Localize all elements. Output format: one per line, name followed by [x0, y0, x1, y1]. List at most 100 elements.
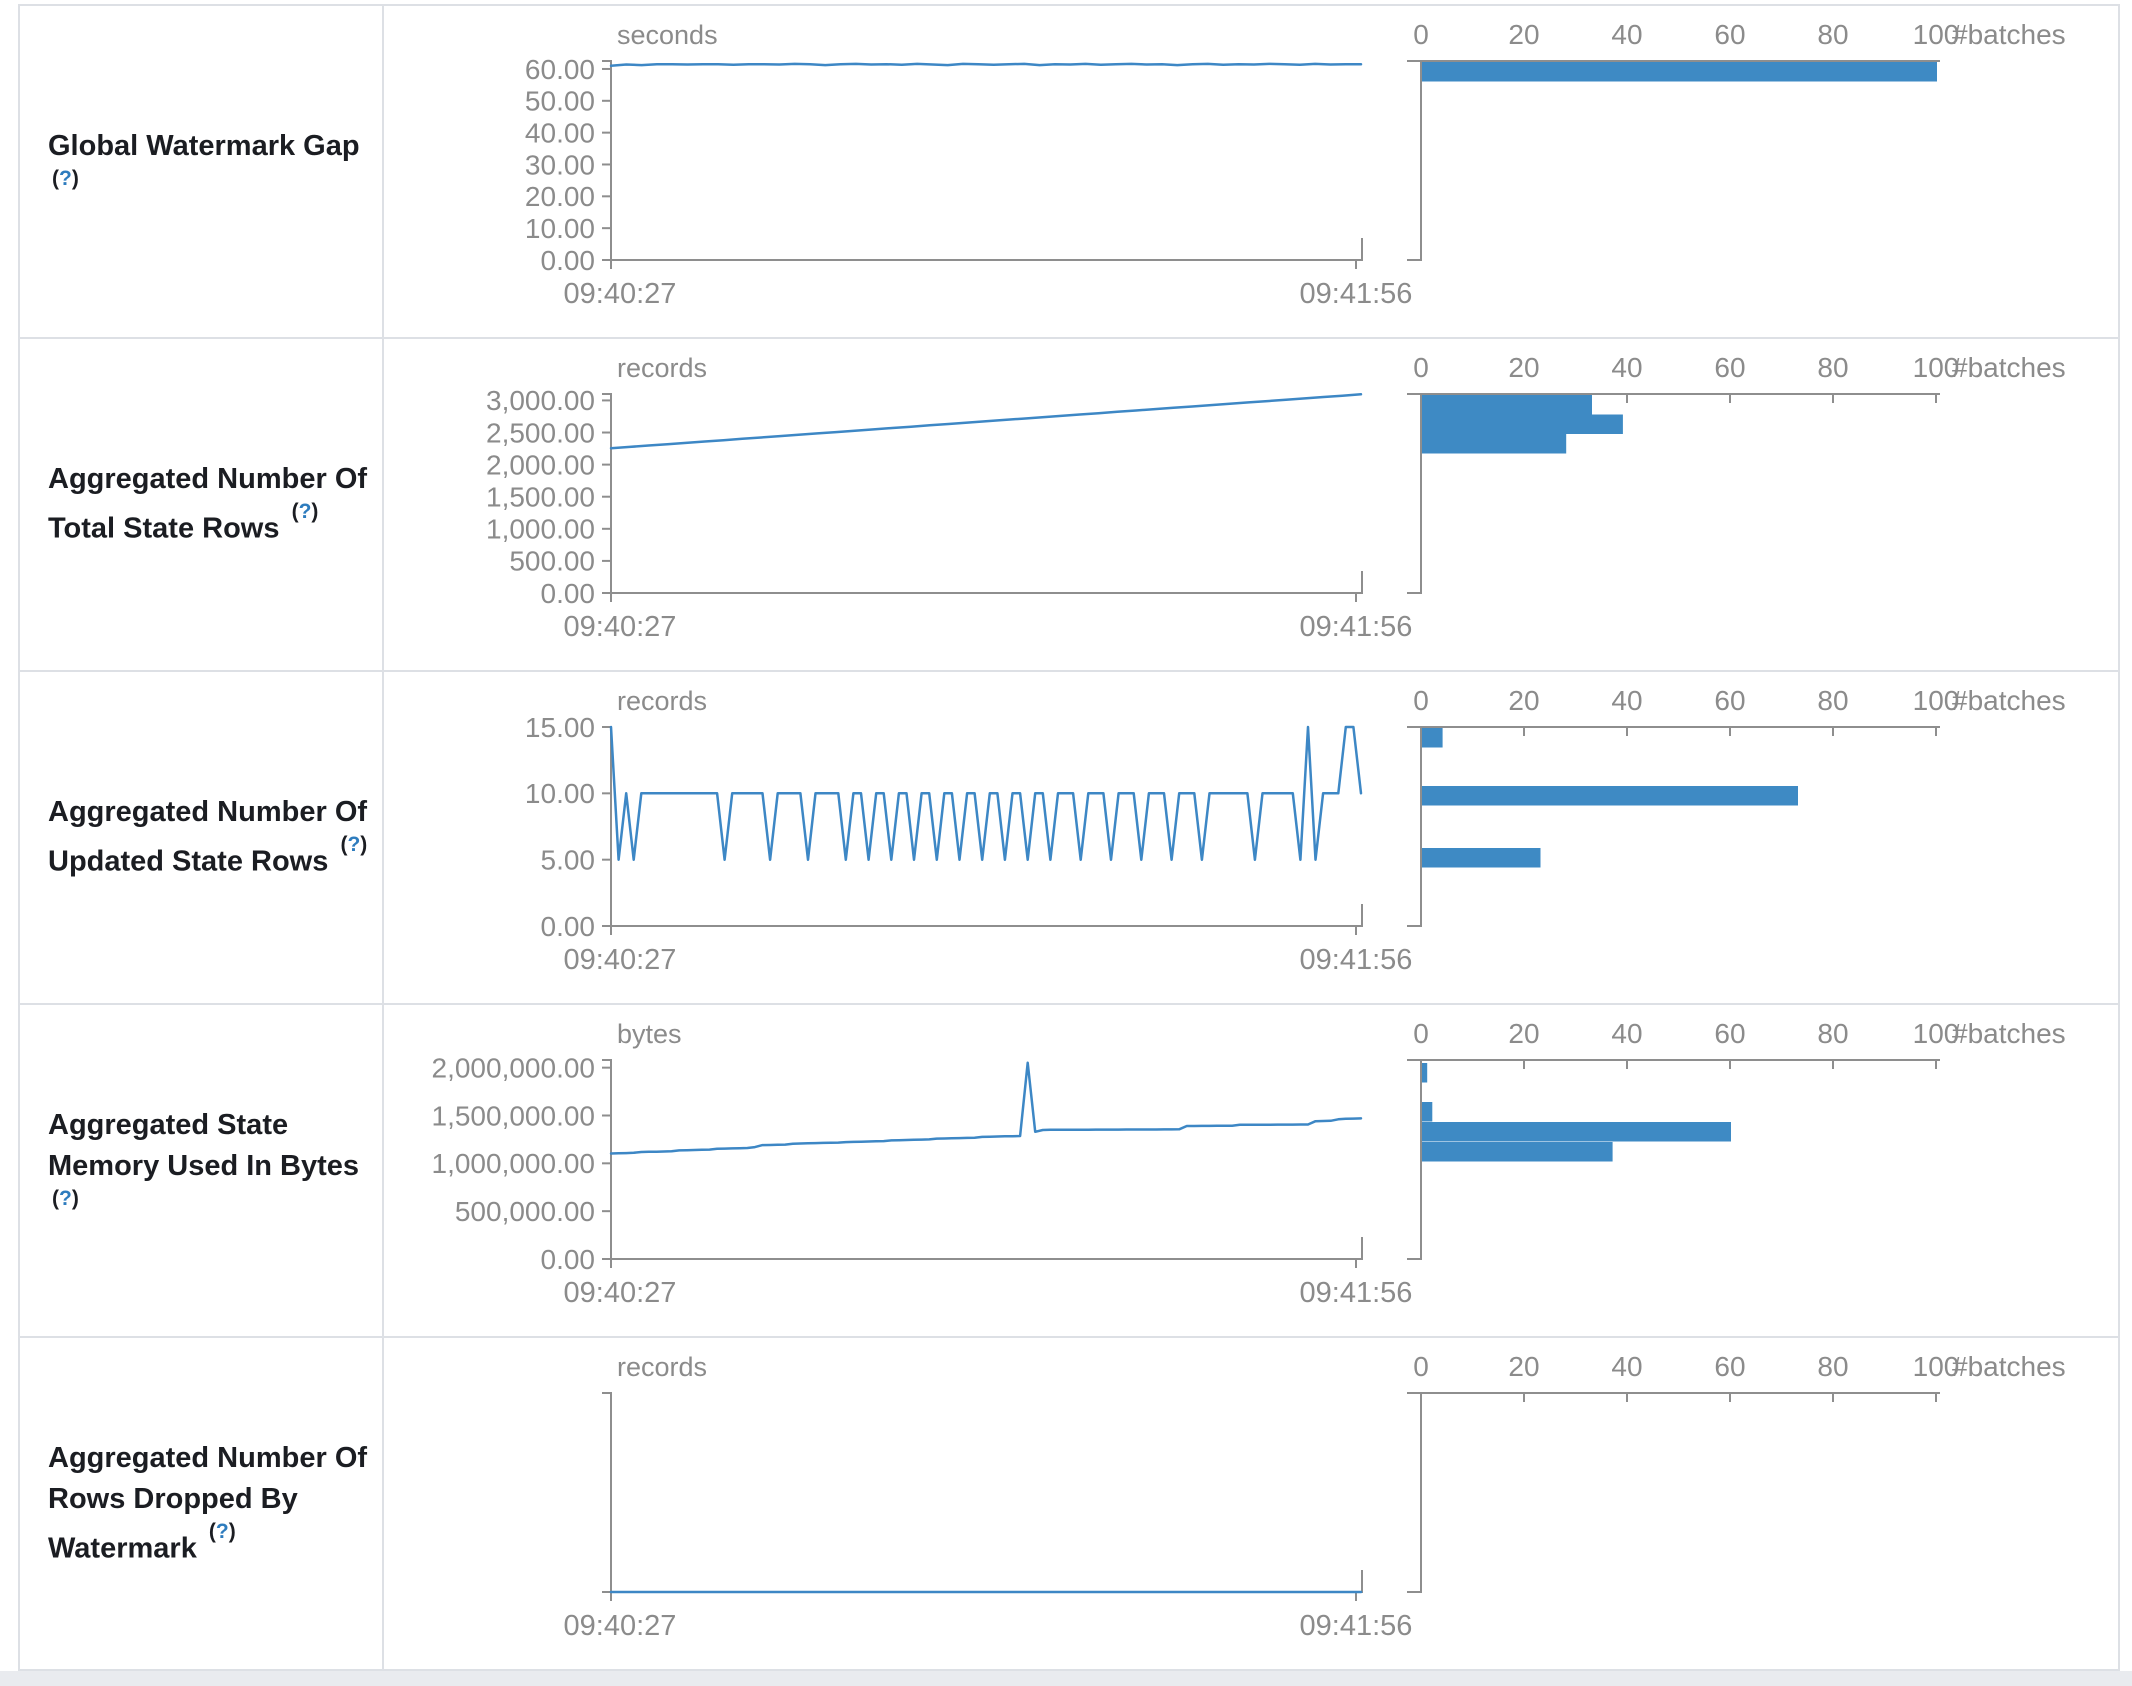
x-start-time-label: 09:40:27: [564, 1610, 677, 1642]
timeline-unit-label: bytes: [617, 1019, 682, 1049]
histogram-bar: [1422, 786, 1798, 806]
y-tick-label: 30.00: [525, 149, 595, 180]
help-paren: (: [208, 1519, 216, 1543]
x-axis-line: [610, 238, 1363, 269]
x-axis-line: [610, 1237, 1363, 1268]
timeline-unit-label: records: [617, 353, 707, 383]
help-link[interactable]: (?): [209, 1520, 236, 1543]
y-tick-label: 1,500,000.00: [432, 1100, 596, 1131]
help-paren: ): [311, 500, 319, 524]
hist-axis-title: #batches: [1952, 685, 2066, 716]
histogram-bar: [1422, 1122, 1731, 1142]
histogram-chart: 0 20 40 60 80 100#batches: [1407, 685, 2066, 927]
hist-tick-label: 40: [1611, 352, 1642, 383]
metric-row: Aggregated Number Of Updated State Rows …: [20, 672, 2118, 1005]
row-charts-svg: records 09:40:27 09:41:56 0 20 40 60 80 100#batc…: [564, 1351, 2066, 1642]
hist-axis-title: #batches: [1952, 19, 2066, 50]
help-question-mark: ?: [59, 1186, 72, 1210]
x-start-time-label: 09:40:27: [564, 1277, 677, 1309]
hist-tick-label: 40: [1611, 1351, 1642, 1382]
y-axis-line: [602, 726, 612, 927]
metric-label: Aggregated Number Of Rows Dropped By Wat…: [48, 1438, 367, 1570]
y-tick-label: 40.00: [525, 117, 595, 148]
hist-tick-label: 20: [1508, 352, 1539, 383]
hist-tick-label: 0: [1413, 352, 1429, 383]
histogram-bar: [1422, 848, 1541, 868]
hist-tick-label: 40: [1611, 1018, 1642, 1049]
metric-row: Global Watermark Gap (?) seconds 60.00 50.0…: [20, 6, 2118, 339]
histogram-bar: [1422, 434, 1567, 454]
help-link[interactable]: (?): [292, 500, 319, 523]
metric-title: Global Watermark Gap: [48, 130, 360, 163]
hist-tick-label: 40: [1611, 685, 1642, 716]
help-paren: ): [71, 1186, 79, 1210]
chart-cell: records 3,000.00 2,500.00 2,000.00 1,500.00 1…: [384, 339, 2118, 670]
histogram-bar: [1422, 1063, 1428, 1083]
y-tick-label: 5.00: [541, 844, 596, 875]
timeline-chart: records 09:40:27 09:41:56: [564, 1352, 1413, 1642]
histogram-chart: 0 20 40 60 80 100#batches: [1407, 352, 2066, 594]
histogram-bar: [1422, 1102, 1433, 1122]
row-charts-svg: bytes 2,000,000.00 1,500,000.00 1,000,000.0…: [432, 1018, 2066, 1309]
hist-tick-label: 100: [1913, 685, 1960, 716]
metric-label-cell: Aggregated Number Of Rows Dropped By Wat…: [20, 1338, 384, 1669]
histogram-bar: [1422, 395, 1592, 415]
histogram-bar: [1422, 414, 1623, 434]
help-paren: (: [340, 833, 348, 857]
help-question-mark: ?: [298, 500, 312, 524]
help-link[interactable]: (?): [340, 833, 367, 856]
y-tick-label: 500.00: [509, 546, 595, 577]
hist-y-axis-line: [1407, 1392, 1422, 1593]
metric-label-cell: Global Watermark Gap (?): [20, 6, 384, 337]
histogram-bar: [1422, 1142, 1613, 1162]
help-question-mark: ?: [59, 167, 72, 191]
metric-title: Aggregated State Memory Used In Bytes: [48, 1108, 360, 1182]
y-tick-label: 0.00: [541, 245, 596, 276]
y-tick-label: 0.00: [541, 578, 596, 609]
hist-tick-label: 60: [1714, 1351, 1745, 1382]
y-tick-label: 10.00: [525, 213, 595, 244]
metric-title: Aggregated Number Of Total State Rows: [48, 463, 368, 545]
hist-tick-label: 80: [1817, 1351, 1848, 1382]
chart-cell: records 09:40:27 09:41:56 0 20 40 60 80 100 #batc…: [384, 1338, 2118, 1669]
hist-axis-title: #batches: [1952, 352, 2066, 383]
timeline-unit-label: records: [617, 1352, 707, 1382]
y-axis-line: [602, 1392, 612, 1593]
y-tick-label: 1,500.00: [486, 482, 595, 513]
histogram-bar: [1422, 728, 1443, 748]
hist-tick-label: 20: [1508, 1018, 1539, 1049]
help-paren: ): [71, 167, 79, 191]
hist-tick-label: 20: [1508, 685, 1539, 716]
help-paren: ): [360, 833, 368, 857]
hist-y-axis-line: [1407, 726, 1422, 927]
timeline-line: [609, 393, 1363, 450]
timeline-unit-label: seconds: [617, 20, 718, 50]
hist-tick-label: 80: [1817, 685, 1848, 716]
hist-tick-label: 20: [1508, 1351, 1539, 1382]
x-axis-line: [610, 1570, 1363, 1601]
hist-y-axis-line: [1407, 1059, 1422, 1260]
metric-label: Global Watermark Gap (?): [48, 126, 360, 217]
hist-tick-label: 40: [1611, 19, 1642, 50]
histogram-chart: 0 20 40 60 80 100#batches: [1407, 1351, 2066, 1593]
help-link[interactable]: (?): [52, 1187, 79, 1210]
x-end-time-label: 09:41:56: [1300, 611, 1413, 643]
timeline-line: [609, 1061, 1363, 1155]
y-tick-label: 20.00: [525, 181, 595, 212]
help-paren: (: [52, 1186, 59, 1210]
metrics-table: Global Watermark Gap (?) seconds 60.00 50.0…: [18, 4, 2120, 1671]
y-tick-label: 2,000.00: [486, 449, 595, 480]
histogram-bar: [1422, 62, 1937, 82]
y-tick-label: 60.00: [525, 54, 595, 85]
hist-axis-title: #batches: [1952, 1018, 2066, 1049]
timeline-chart: bytes 2,000,000.00 1,500,000.00 1,000,000.0…: [432, 1019, 1413, 1309]
hist-y-axis-line: [1407, 60, 1422, 261]
help-link[interactable]: (?): [52, 167, 79, 190]
hist-tick-label: 80: [1817, 352, 1848, 383]
y-tick-label: 1,000.00: [486, 514, 595, 545]
hist-axis-title: #batches: [1952, 1351, 2066, 1382]
x-end-time-label: 09:41:56: [1300, 1610, 1413, 1642]
x-axis-line: [610, 904, 1363, 935]
metric-title: Aggregated Number Of Rows Dropped By Wat…: [48, 1441, 368, 1565]
